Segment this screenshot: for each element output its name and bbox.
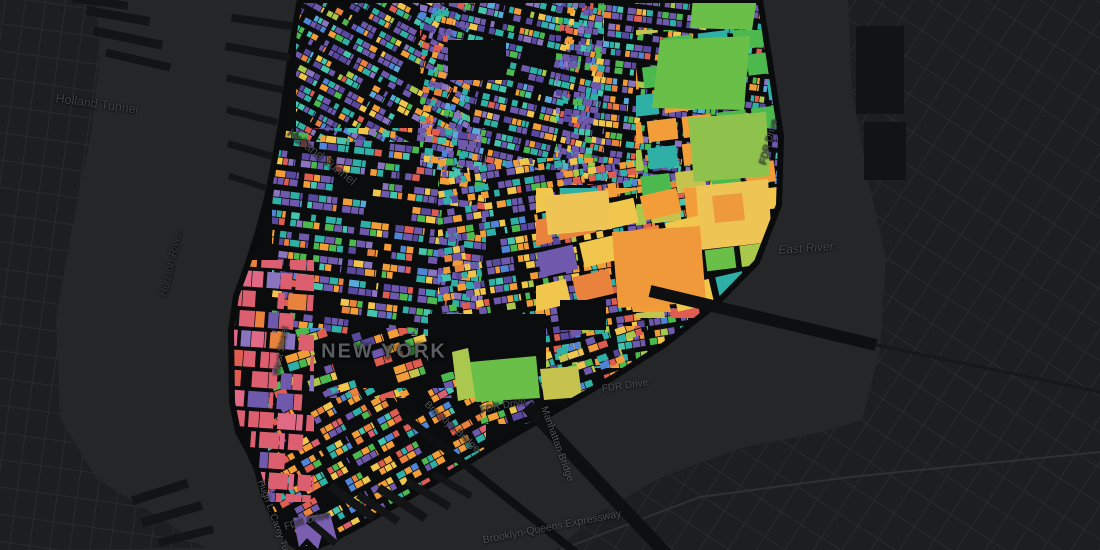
map-viewport: NEW YORK Holland Tunnel Holland Tunnel H… — [0, 0, 1100, 550]
city-map-canvas[interactable] — [0, 0, 1100, 550]
